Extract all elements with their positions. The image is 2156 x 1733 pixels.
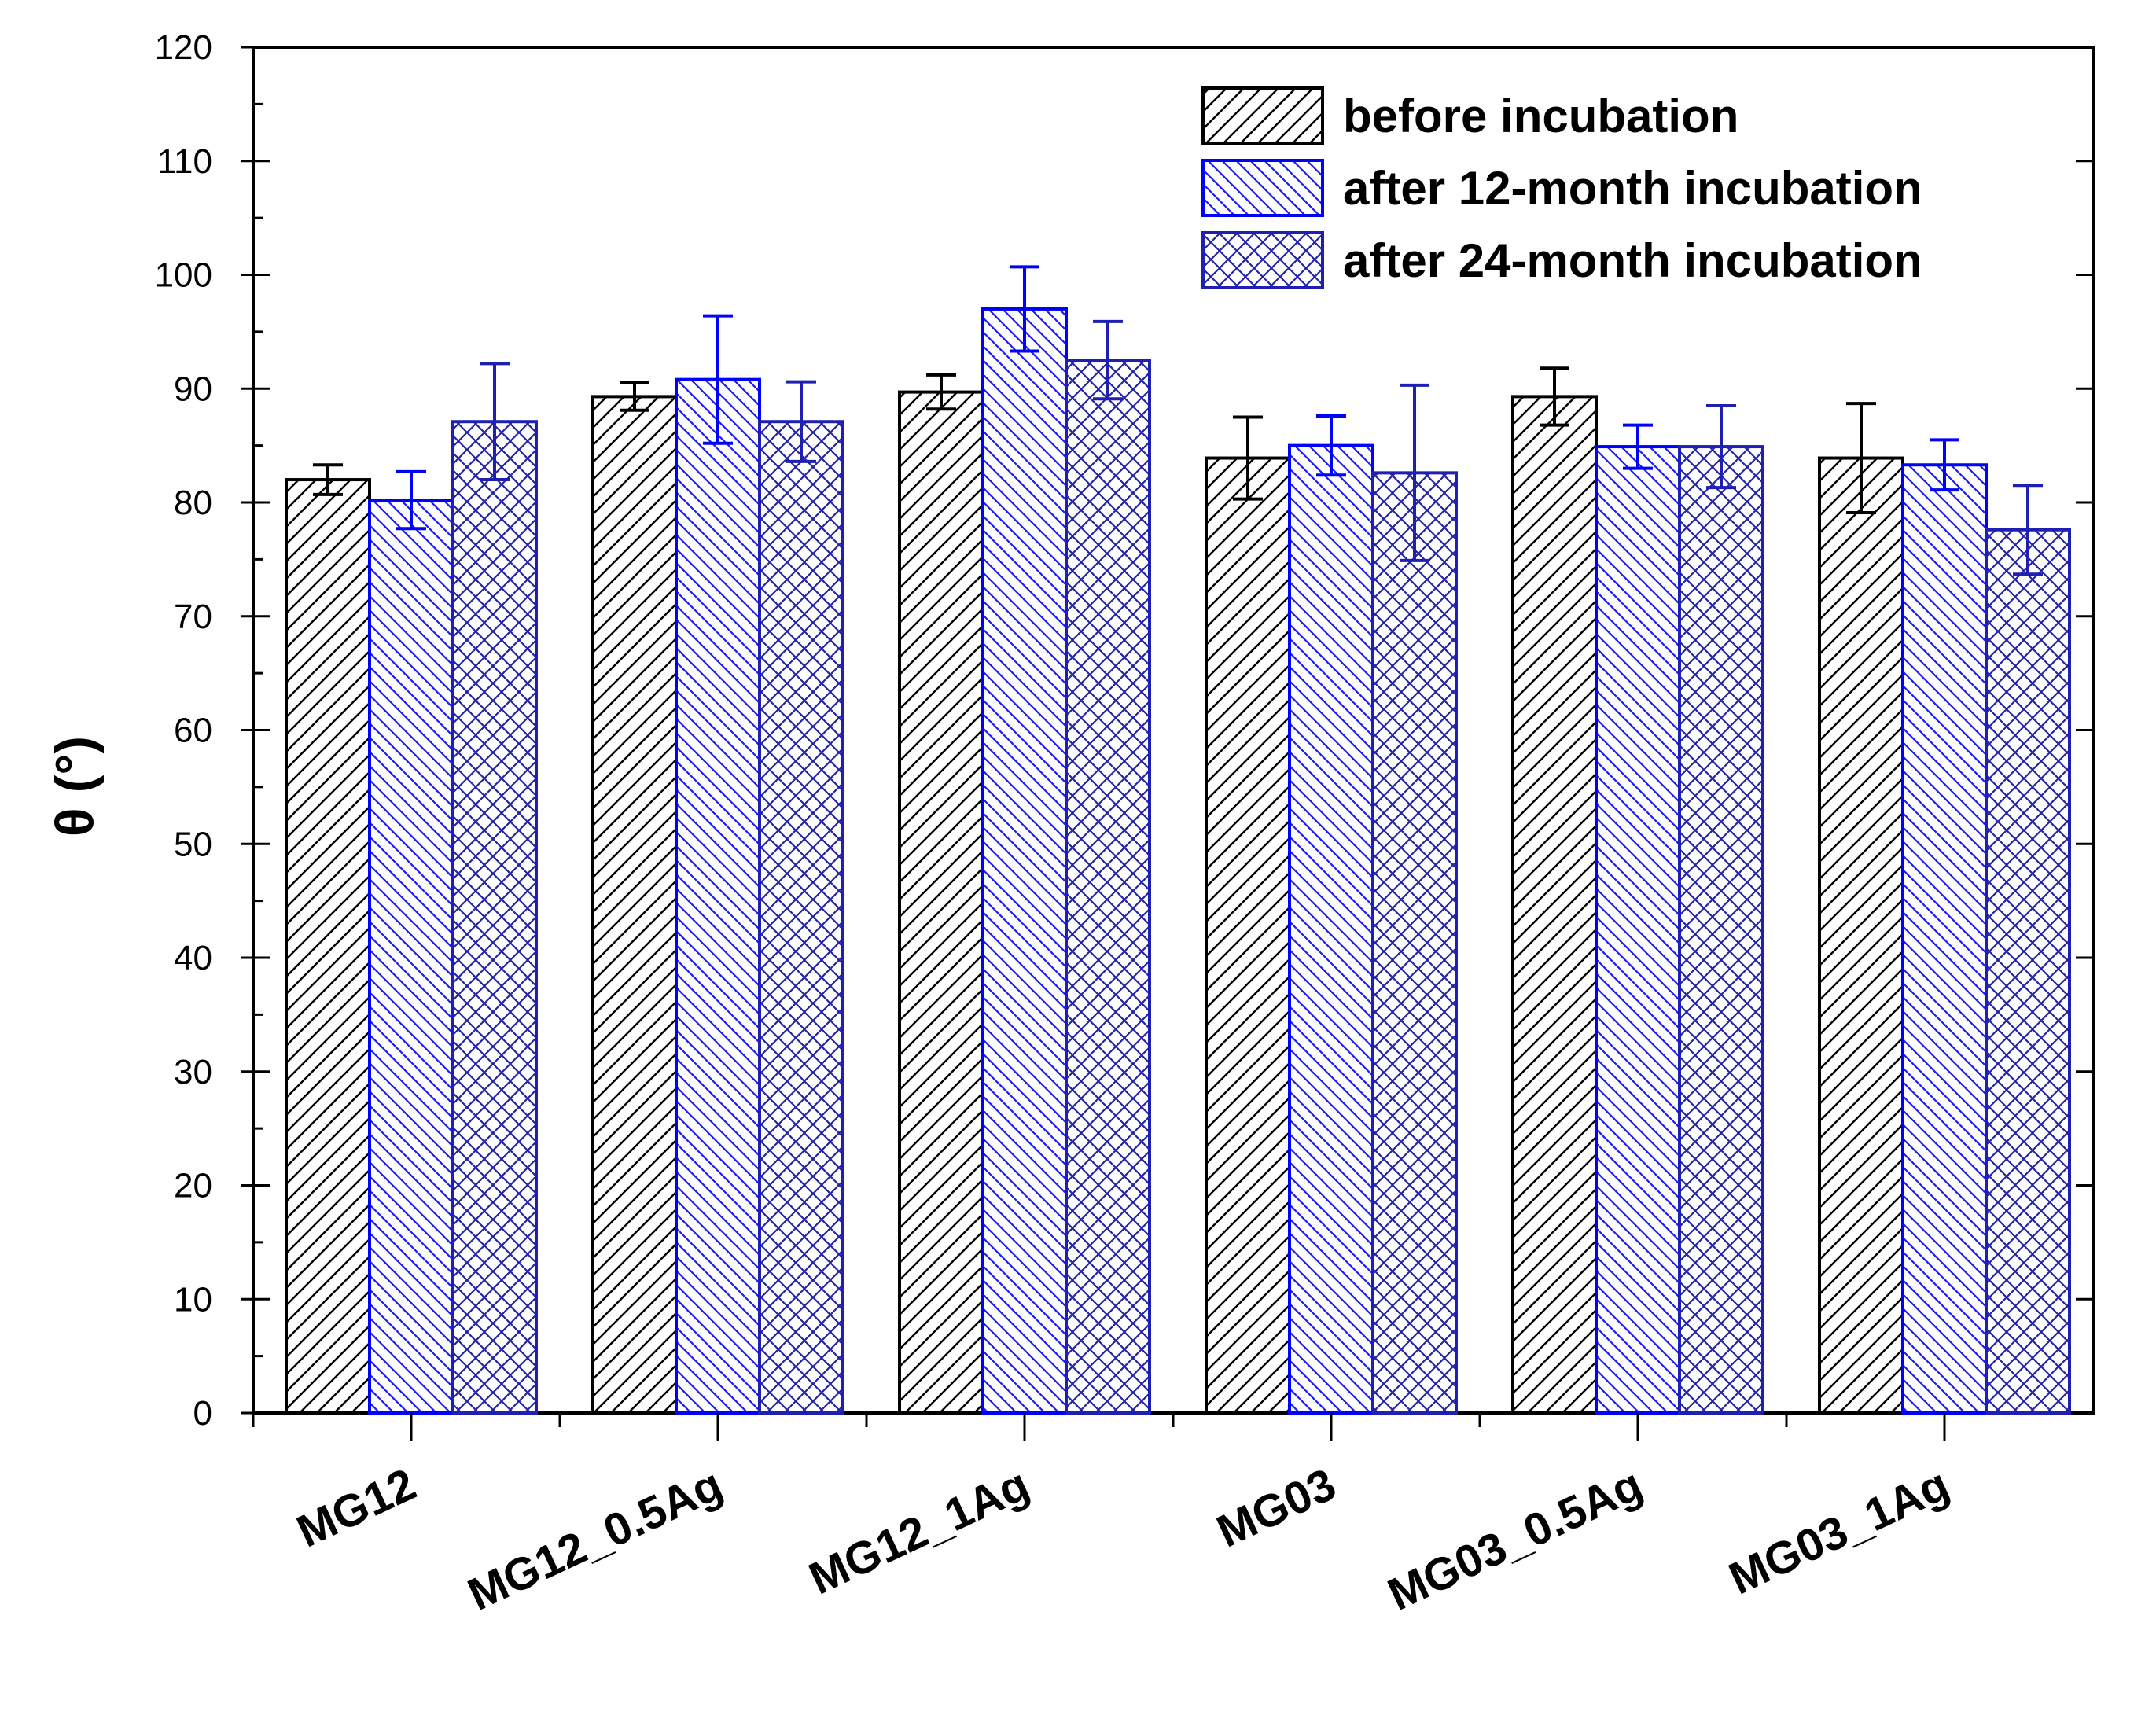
error-bars-layer <box>313 265 2043 576</box>
bar-mg03-series-2 <box>1371 471 1458 1415</box>
y-tick-label: 80 <box>174 484 212 522</box>
error-bar <box>620 381 649 412</box>
error-bar <box>1623 423 1653 470</box>
y-axis-title: θ (°) <box>45 736 105 837</box>
y-tick-label: 120 <box>155 28 212 67</box>
legend-swatch <box>1201 231 1324 289</box>
error-bar <box>313 463 343 496</box>
x-category-label: MG03_1Ag <box>1721 1459 1956 1605</box>
error-bar <box>786 380 816 463</box>
error-bar <box>2013 484 2043 576</box>
bar-mg12-1ag-series-2 <box>1065 359 1151 1415</box>
bars-layer <box>285 307 2071 1415</box>
y-tick-label: 60 <box>174 712 212 750</box>
y-tick-label: 0 <box>193 1394 212 1433</box>
y-tick-label: 20 <box>174 1167 212 1205</box>
x-category-label: MG12 <box>289 1459 424 1558</box>
bar-mg03-1ag-series-1 <box>1901 463 1988 1415</box>
legend-item: before incubation <box>1201 86 1738 145</box>
y-tick-label: 30 <box>174 1053 212 1091</box>
error-bar <box>1093 319 1123 401</box>
bar-mg12-series-0 <box>285 478 371 1415</box>
x-category-label: MG12_0.5Ag <box>460 1459 730 1621</box>
error-bar <box>926 373 956 411</box>
y-axis: 0 10 20 30 40 50 60 70 80 90 100 110 120 <box>155 28 2093 1433</box>
legend-label: after 12-month incubation <box>1343 162 1922 215</box>
legend-label: after 24-month incubation <box>1343 234 1922 287</box>
x-category-label: MG03_0.5Ag <box>1380 1459 1650 1621</box>
y-tick-label: 100 <box>155 256 212 295</box>
x-axis: MG12 MG12_0.5Ag MG12_1Ag MG03 MG03_0.5Ag MG03… <box>252 1413 1956 1621</box>
bar-mg12-0-5ag-series-0 <box>591 395 678 1415</box>
bar-mg12-series-1 <box>368 499 454 1415</box>
bar-mg03-1ag-series-2 <box>1985 528 2071 1415</box>
legend-label: before incubation <box>1343 90 1738 142</box>
error-bar <box>1010 265 1039 353</box>
x-category-label: MG03 <box>1209 1459 1344 1558</box>
bar-mg12-0-5ag-series-1 <box>675 377 761 1415</box>
y-tick-label: 10 <box>174 1280 212 1319</box>
bar-mg03-0-5ag-series-1 <box>1595 445 1681 1415</box>
bar-mg03-1ag-series-0 <box>1818 456 1904 1415</box>
bar-mg12-1ag-series-0 <box>898 390 984 1415</box>
legend-swatch <box>1201 86 1324 145</box>
legend: before incubation after 12-month incubati… <box>1201 86 1922 289</box>
error-bar <box>1233 415 1263 501</box>
error-bar <box>1316 414 1346 477</box>
error-bar <box>1400 383 1429 562</box>
bar-mg03-series-1 <box>1288 443 1374 1415</box>
error-bar <box>703 314 733 445</box>
error-bar <box>1930 438 1959 492</box>
x-category-label: MG12_1Ag <box>801 1459 1036 1605</box>
y-tick-label: 40 <box>174 939 212 977</box>
error-bar <box>1540 366 1569 427</box>
bar-mg12-series-2 <box>451 420 538 1415</box>
error-bar <box>1706 403 1736 490</box>
bar-mg03-0-5ag-series-2 <box>1678 445 1764 1415</box>
bar-mg12-0-5ag-series-2 <box>758 420 844 1415</box>
legend-swatch <box>1201 159 1324 217</box>
legend-item: after 24-month incubation <box>1201 231 1922 289</box>
y-tick-label: 90 <box>174 370 212 408</box>
y-tick-label: 50 <box>174 825 212 863</box>
legend-item: after 12-month incubation <box>1201 159 1922 217</box>
error-bar <box>396 469 426 531</box>
y-tick-label: 110 <box>157 142 212 181</box>
error-bar <box>480 362 510 482</box>
bar-mg12-1ag-series-1 <box>981 307 1068 1415</box>
error-bar <box>1846 402 1876 515</box>
y-tick-label: 70 <box>174 598 212 636</box>
bar-mg03-0-5ag-series-0 <box>1511 395 1598 1415</box>
bar-mg03-series-0 <box>1205 456 1291 1415</box>
